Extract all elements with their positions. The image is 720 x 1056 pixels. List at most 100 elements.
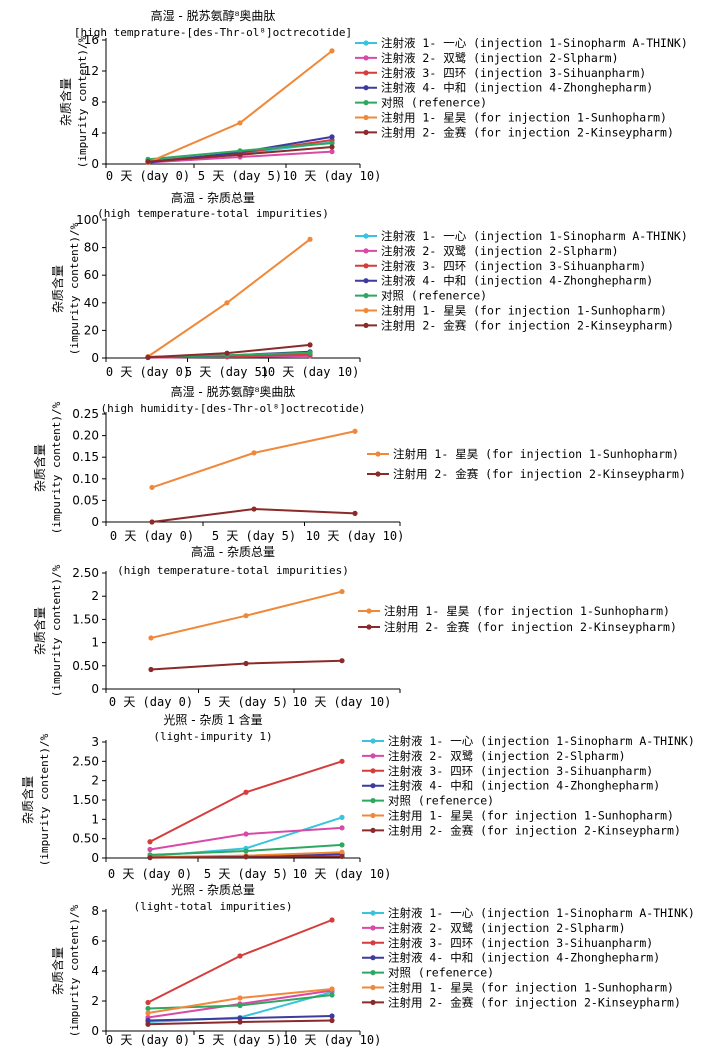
data-point — [148, 666, 154, 673]
data-point — [243, 848, 249, 854]
x-tick-label: 10 天 (day 10) — [293, 867, 392, 881]
y-tick-label: 0 — [91, 515, 99, 529]
data-point — [224, 300, 230, 306]
legend-swatch-marker — [366, 624, 372, 630]
chart-title: 光照 - 杂质 1 含量 — [163, 712, 262, 727]
y-axis-label: 杂质含量 (impurity content)/% — [32, 564, 63, 697]
series-line — [147, 919, 333, 1004]
series-inj3-sihuan — [145, 917, 335, 1006]
y-tick-label: 0.10 — [72, 472, 99, 486]
legend-entry: 注射用 1- 星昊 (for injection 1-Sunhopharm) — [388, 809, 674, 823]
legend-swatch-marker — [363, 129, 369, 135]
y-axis-label-en: (impurity content)/% — [50, 401, 63, 534]
data-point — [329, 1013, 335, 1019]
y-axis-label-cn: 杂质含量 — [50, 265, 65, 313]
y-axis-label-cn: 杂质含量 — [32, 607, 47, 655]
legend-entry: 注射用 2- 金赛 (for injection 2-Kinseypharm) — [388, 995, 681, 1009]
data-point — [339, 825, 345, 831]
x-tick-label: 5 天 (day 5) — [198, 169, 282, 183]
data-point — [237, 1019, 243, 1025]
legend-swatch-marker — [370, 768, 376, 774]
series-forinj1-sunho — [149, 428, 358, 491]
data-point — [307, 236, 313, 242]
legend-entry: 注射液 3- 四环 (injection 3-Sihuanpharm) — [381, 66, 646, 80]
y-axis-label: 杂质含量 (impurity content)/% — [50, 904, 81, 1037]
legend-swatch-marker — [370, 827, 376, 834]
x-tick-label: 10 天 (day 10) — [283, 169, 382, 183]
legend-swatch-marker — [363, 40, 369, 46]
series-forinj2-kinsey — [147, 853, 345, 861]
legend-swatch-marker — [363, 248, 369, 254]
legend-entry: 注射液 1- 一心 (injection 1-Sinopharm A-THINK… — [381, 229, 688, 243]
data-point — [339, 814, 345, 821]
legend-entry: 注射液 1- 一心 (injection 1-Sinopharm A-THINK… — [388, 734, 695, 748]
y-tick-label: 8 — [91, 95, 99, 109]
legend-entry: 注射液 2- 双鹭 (injection 2-Slpharm) — [388, 749, 626, 763]
y-tick-label: 0.50 — [72, 832, 99, 846]
series-inj2-slpharm — [147, 825, 345, 853]
x-tick-label: 0 天 (day 0) — [106, 365, 190, 379]
legend-swatch-marker — [370, 812, 376, 819]
chart-panel-5: 光照 - 杂质 1 含量 (light-impurity 1) 杂质含量 (impur… — [20, 712, 695, 881]
y-tick-label: 6 — [91, 934, 99, 948]
data-point — [149, 519, 155, 525]
y-axis-label-en: (impurity content)/% — [76, 35, 89, 168]
series-line — [147, 238, 311, 358]
data-point — [145, 1017, 151, 1024]
legend-swatch-marker — [370, 970, 376, 976]
y-tick-label: 2.50 — [72, 754, 99, 768]
y-tick-label: 0.15 — [72, 450, 99, 464]
legend-swatch-marker — [363, 307, 369, 314]
y-tick-label: 100 — [76, 213, 99, 227]
data-point — [339, 849, 345, 855]
legend-entry: 注射用 1- 星昊 (for injection 1-Sunhopharm) — [381, 111, 667, 125]
series-inj4-zhonghe — [145, 1013, 335, 1024]
legend-swatch-marker — [363, 233, 369, 239]
legend-entry: 注射液 4- 中和 (injection 4-Zhonghepharm) — [388, 779, 660, 793]
data-point — [352, 510, 358, 516]
chart-title: 高温 - 杂质总量 — [191, 544, 275, 559]
legend-entry: 注射液 2- 双鹭 (injection 2-Slpharm) — [381, 51, 619, 65]
legend-entry: 注射液 4- 中和 (injection 4-Zhonghepharm) — [388, 951, 660, 965]
series-forinj2-kinsey — [145, 1017, 335, 1027]
series-forinj2-kinsey — [149, 506, 358, 525]
legend-swatch-marker — [370, 984, 376, 991]
x-tick-label: 0 天 (day 0) — [106, 1033, 190, 1047]
legend-entry: 对照 (refenerce) — [388, 966, 494, 980]
y-tick-label: 16 — [84, 33, 99, 47]
y-tick-label: 0 — [91, 851, 99, 865]
x-tick-label: 0 天 (day 0) — [109, 695, 193, 709]
y-tick-label: 0.25 — [72, 407, 99, 421]
y-tick-label: 2 — [91, 994, 99, 1008]
data-point — [243, 789, 249, 795]
legend-entry: 注射液 3- 四环 (injection 3-Sihuanpharm) — [381, 259, 646, 273]
data-point — [237, 1015, 243, 1021]
legend-entry: 注射用 1- 星昊 (for injection 1-Sunhopharm) — [388, 981, 674, 995]
y-axis-label-en: (impurity content)/% — [50, 564, 63, 697]
legend-entry: 注射用 2- 金赛 (for injection 2-Kinseypharm) — [381, 318, 674, 332]
data-point — [329, 992, 335, 998]
legend-swatch-marker — [363, 263, 369, 269]
legend-entry: 注射液 4- 中和 (injection 4-Zhonghepharm) — [381, 274, 653, 288]
series-forinj1-sunho — [145, 986, 335, 1016]
legend-entry: 注射用 2- 金赛 (for injection 2-Kinseypharm) — [388, 823, 681, 837]
legend-entry: 对照 (refenerce) — [381, 96, 487, 110]
data-point — [237, 152, 243, 158]
legend-entry: 对照 (refenerce) — [388, 794, 494, 808]
data-point — [147, 855, 153, 861]
legend-swatch-marker — [375, 451, 381, 457]
series-forinj1-sunho — [145, 48, 335, 166]
data-point — [329, 140, 335, 146]
x-tick-label: 5 天 (day 5) — [212, 529, 296, 543]
x-tick-label: 10 天 (day 10) — [306, 529, 405, 543]
legend-entry: 注射液 2- 双鹭 (injection 2-Slpharm) — [381, 244, 619, 258]
legend-swatch-marker — [370, 999, 376, 1006]
x-tick-label: 10 天 (day 10) — [293, 695, 392, 709]
chart-subtitle: (high temperature-total impurities) — [97, 207, 329, 220]
series-inj3-sihuan — [147, 758, 345, 845]
y-tick-label: 0.20 — [72, 429, 99, 443]
chart-panel-6: 光照 - 杂质总量 (light-total impurities) 杂质含量 (im… — [50, 883, 695, 1047]
data-point — [145, 159, 151, 165]
y-tick-label: 2 — [91, 589, 99, 603]
y-axis-label-en: (impurity content)/% — [68, 222, 81, 355]
